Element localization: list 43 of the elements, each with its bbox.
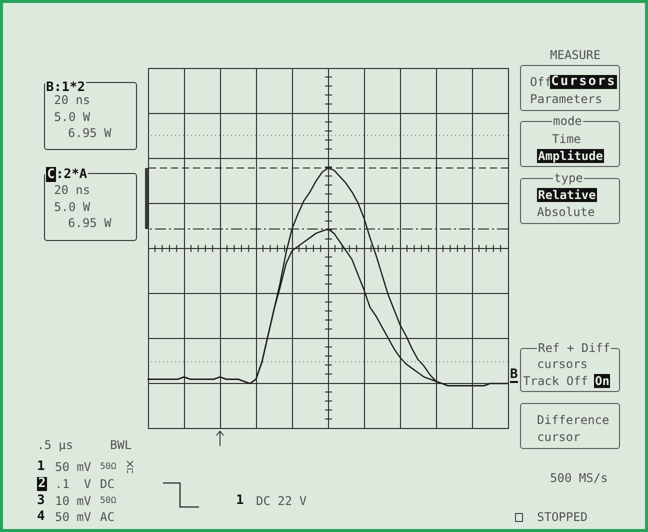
text: 20 ns <box>54 93 90 107</box>
text: 5.0 W <box>54 200 90 214</box>
text: .1 V <box>55 477 92 491</box>
text: 50Ω <box>100 461 116 474</box>
text: mode <box>552 114 583 128</box>
text: Cursors <box>550 74 618 89</box>
text: .5 µs <box>37 438 74 452</box>
text: 2 <box>37 476 47 491</box>
text: 6.95 W <box>68 216 112 230</box>
text: 20 ns <box>54 183 90 197</box>
text: 50 mV <box>55 460 92 474</box>
text: DC 22 V <box>256 494 307 508</box>
text: 3 <box>37 493 45 508</box>
text: cursors <box>537 357 588 371</box>
text: 1 <box>37 459 45 474</box>
text: type <box>553 171 584 185</box>
text: Track Off <box>523 374 588 388</box>
text: BWL <box>110 438 132 452</box>
text: 50 mV <box>55 510 92 524</box>
text: On <box>594 374 610 388</box>
text: 6.95 W <box>68 126 112 140</box>
text: MEASURE <box>550 48 601 62</box>
text: 10 mV <box>55 494 92 508</box>
text: Relative <box>537 188 597 202</box>
text: Difference <box>537 413 610 427</box>
text: 5.0 W <box>54 110 90 124</box>
text: Time <box>552 132 581 146</box>
text: Absolute <box>537 205 595 219</box>
text: B <box>510 367 518 383</box>
text: B:1*2 <box>45 80 86 95</box>
text: 1 <box>236 493 244 508</box>
text: Off <box>530 75 552 89</box>
text: Parameters <box>530 92 602 106</box>
text: 500 MS/s <box>550 471 608 485</box>
text: C:2*A <box>45 167 88 182</box>
text: 4 <box>37 509 45 524</box>
text: Ref + Diff <box>537 341 612 355</box>
text: Amplitude <box>537 149 604 163</box>
text: 50Ω <box>100 495 116 508</box>
text: cursor <box>537 430 580 444</box>
text: AC <box>100 510 114 524</box>
text: STOPPED <box>537 510 588 524</box>
text: DC <box>100 477 114 491</box>
